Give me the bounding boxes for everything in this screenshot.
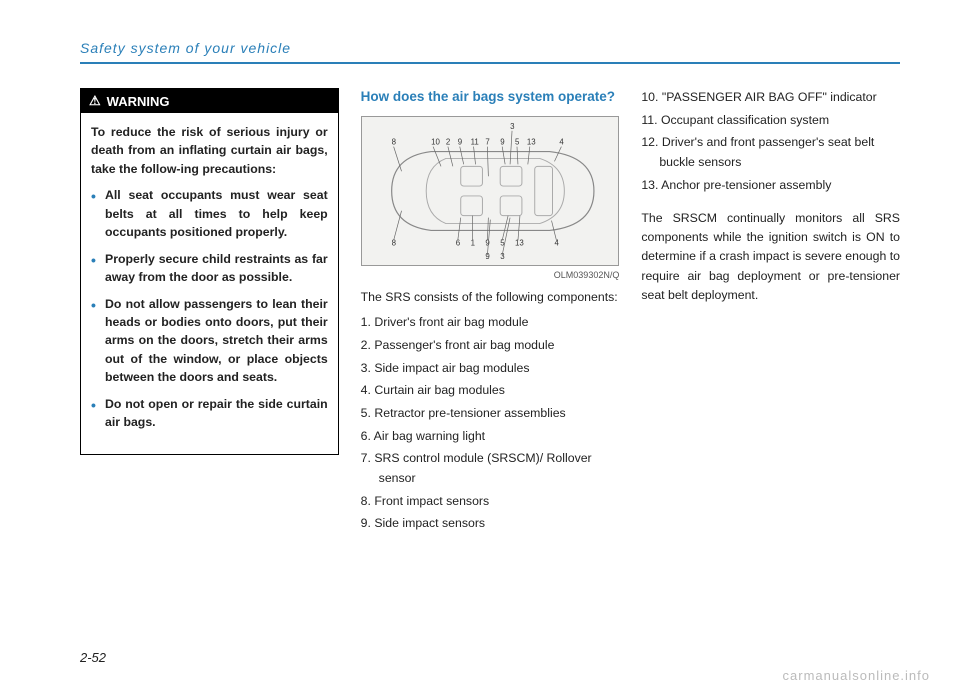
svg-text:9: 9: [457, 138, 461, 147]
warning-title-bar: ⚠ WARNING: [81, 89, 338, 113]
column-left: ⚠ WARNING To reduce the risk of serious …: [80, 88, 339, 537]
warning-bullet: Properly secure child restraints as far …: [91, 250, 328, 287]
warning-icon: ⚠: [89, 93, 101, 109]
component-item: 9. Side impact sensors: [361, 514, 620, 534]
svg-text:13: 13: [515, 238, 524, 247]
component-item: 6. Air bag warning light: [361, 427, 620, 447]
warning-lead: To reduce the risk of serious injury or …: [91, 123, 328, 178]
vehicle-top-view-svg: 8 10 2 9 11 7 9 5 13 3 4: [362, 117, 619, 265]
column-right: 10. "PASSENGER AIR BAG OFF" indicator 11…: [641, 88, 900, 537]
svg-text:11: 11: [470, 138, 478, 147]
warning-bullet: Do not allow passengers to lean their he…: [91, 295, 328, 387]
svg-text:10: 10: [431, 138, 440, 147]
component-item: 7. SRS control module (SRSCM)/ Rollover …: [361, 449, 620, 488]
page-content: Safety system of your vehicle ⚠ WARNING …: [0, 0, 960, 567]
component-item: 3. Side impact air bag modules: [361, 359, 620, 379]
section-heading: How does the air bags system operate?: [361, 88, 620, 106]
column-middle: How does the air bags system operate? 8 …: [361, 88, 620, 537]
warning-bullet-list: All seat occupants must wear seat belts …: [91, 186, 328, 431]
srscm-paragraph: The SRSCM continually monitors all SRS c…: [641, 209, 900, 304]
components-list: 1. Driver's front air bag module 2. Pass…: [361, 313, 620, 534]
component-item: 8. Front impact sensors: [361, 492, 620, 512]
component-item: 11. Occupant classification system: [641, 111, 900, 131]
airbag-diagram: 8 10 2 9 11 7 9 5 13 3 4: [361, 116, 620, 266]
header-rule: [80, 62, 900, 64]
page-number: 2-52: [80, 650, 106, 665]
components-list-cont: 10. "PASSENGER AIR BAG OFF" indicator 11…: [641, 88, 900, 195]
warning-title-text: WARNING: [107, 94, 170, 109]
svg-text:5: 5: [515, 138, 520, 147]
svg-text:4: 4: [559, 138, 564, 147]
watermark: carmanualsonline.info: [783, 668, 930, 683]
svg-text:2: 2: [446, 138, 450, 147]
components-intro: The SRS consists of the following compon…: [361, 288, 620, 307]
svg-text:7: 7: [485, 138, 489, 147]
column-layout: ⚠ WARNING To reduce the risk of serious …: [80, 88, 900, 537]
component-item: 5. Retractor pre-tensioner assemblies: [361, 404, 620, 424]
component-item: 4. Curtain air bag modules: [361, 381, 620, 401]
component-item: 1. Driver's front air bag module: [361, 313, 620, 333]
warning-bullet: Do not open or repair the side curtain a…: [91, 395, 328, 432]
component-item: 2. Passenger's front air bag module: [361, 336, 620, 356]
svg-text:4: 4: [554, 238, 559, 247]
diagram-code: OLM039302N/Q: [361, 270, 620, 280]
component-item: 12. Driver's and front passenger's seat …: [641, 133, 900, 172]
warning-bullet: All seat occupants must wear seat belts …: [91, 186, 328, 241]
component-item: 13. Anchor pre-tensioner assembly: [641, 176, 900, 196]
warning-box: ⚠ WARNING To reduce the risk of serious …: [80, 88, 339, 455]
svg-text:9: 9: [500, 138, 504, 147]
svg-text:6: 6: [455, 238, 460, 247]
svg-text:8: 8: [391, 138, 396, 147]
svg-text:3: 3: [510, 122, 515, 131]
chapter-title: Safety system of your vehicle: [80, 40, 900, 56]
warning-body: To reduce the risk of serious injury or …: [81, 113, 338, 454]
svg-text:13: 13: [527, 138, 536, 147]
component-item: 10. "PASSENGER AIR BAG OFF" indicator: [641, 88, 900, 108]
